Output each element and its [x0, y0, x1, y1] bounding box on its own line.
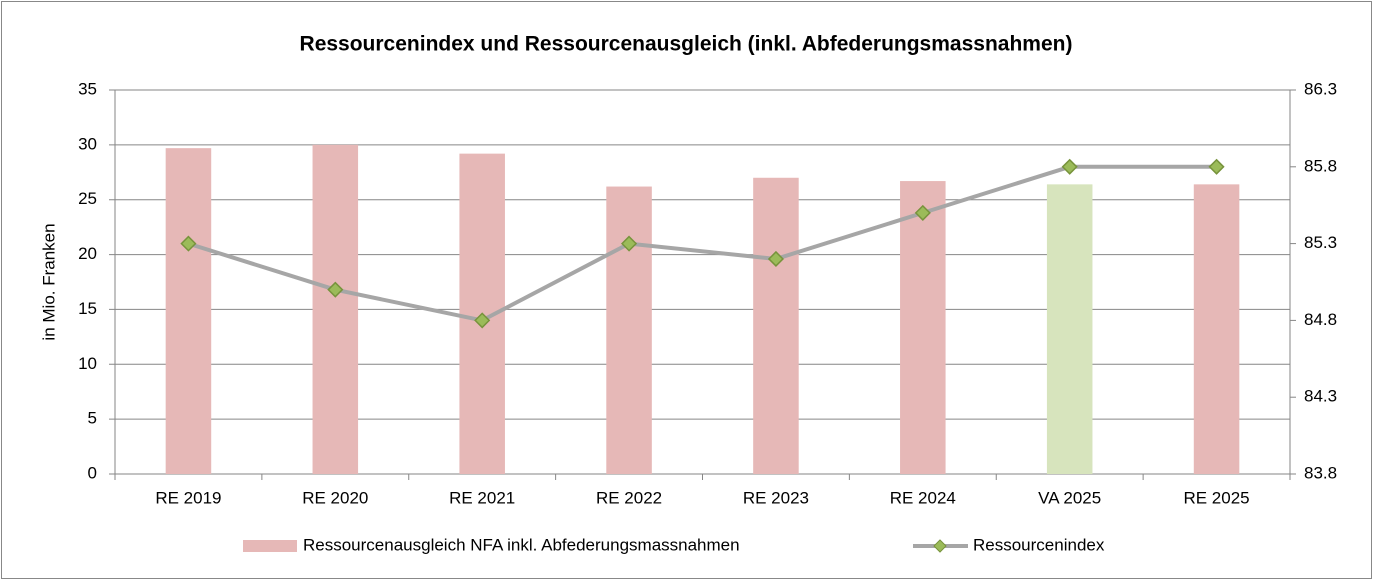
y2-tick-label: 85.8: [1304, 156, 1337, 175]
bar: [900, 181, 946, 474]
y2-tick-label: 84.3: [1304, 387, 1337, 406]
y-tick-label: 35: [78, 79, 97, 98]
line: [187, 164, 1217, 323]
bar: [165, 148, 212, 475]
legend-label: Ressourcenausgleich NFA inkl. Abfederung…: [303, 535, 740, 554]
legend-swatch: [243, 540, 297, 552]
x-tick-label: RE 2025: [1183, 488, 1249, 507]
y-tick-label: 0: [88, 463, 97, 482]
marker: [327, 281, 344, 298]
x-tick-label: VA 2025: [1038, 488, 1101, 507]
marker: [914, 204, 931, 221]
bar: [1046, 184, 1093, 474]
y-tick-label: 15: [78, 299, 97, 318]
y2-tick-label: 84.8: [1304, 310, 1337, 329]
y2-tick-label: 86.3: [1304, 79, 1337, 98]
y-tick-label: 10: [78, 354, 97, 373]
y-tick-label: 30: [78, 134, 97, 153]
y2-tick-label: 83.8: [1304, 463, 1337, 482]
x-tick-label: RE 2019: [155, 488, 221, 507]
y-tick-label: 20: [78, 244, 97, 263]
x-tick-label: RE 2022: [596, 488, 662, 507]
y-axis-label: in Mio. Franken: [39, 223, 58, 340]
legend-marker: [933, 539, 947, 553]
marker: [474, 312, 491, 329]
legend-label: Ressourcenindex: [973, 535, 1105, 554]
y-tick-label: 5: [88, 409, 97, 428]
bar: [753, 177, 799, 474]
marker: [180, 235, 197, 252]
marker: [767, 250, 784, 268]
bar: [312, 144, 359, 474]
y-tick-label: 25: [78, 189, 97, 208]
x-tick-label: RE 2021: [449, 488, 515, 507]
marker: [1061, 158, 1078, 175]
x-tick-label: RE 2020: [302, 488, 368, 507]
x-tick-label: RE 2024: [890, 488, 956, 507]
x-tick-label: RE 2023: [743, 488, 809, 507]
marker: [621, 235, 638, 252]
bar: [606, 186, 652, 474]
bar: [1193, 184, 1240, 474]
y2-tick-label: 85.3: [1304, 233, 1337, 252]
chart-title: Ressourcenindex und Ressourcenausgleich …: [300, 33, 1073, 56]
marker: [1208, 158, 1225, 175]
